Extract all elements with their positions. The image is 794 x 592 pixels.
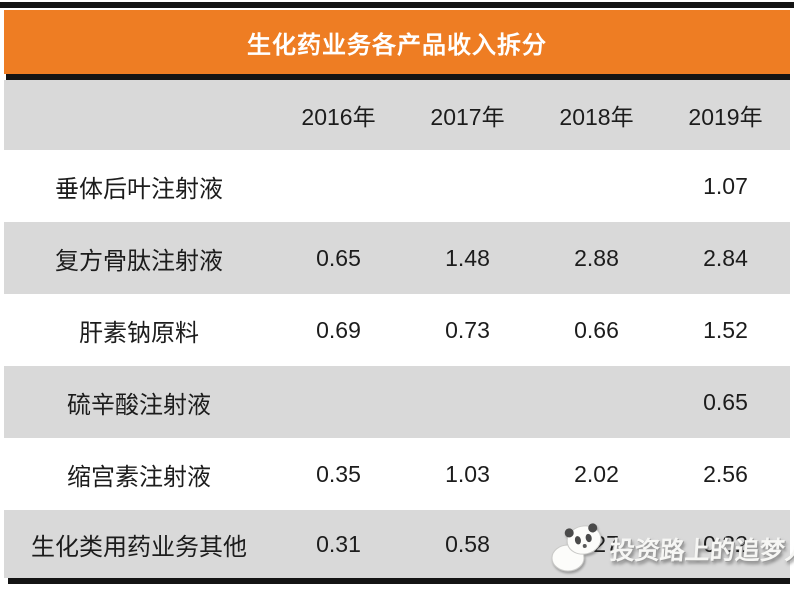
table-row: 硫辛酸注射液 0.65 — [4, 366, 790, 438]
column-header-2018: 2018年 — [559, 104, 634, 130]
value-cell — [532, 150, 661, 222]
row-label: 生化类用药业务其他 — [31, 533, 247, 561]
value-cell: 1.52 — [703, 316, 748, 343]
column-header-2016: 2016年 — [301, 104, 376, 130]
value-cell — [274, 150, 403, 222]
row-label: 缩宫素注射液 — [67, 463, 211, 491]
table-row: 垂体后叶注射液 1.07 — [4, 150, 790, 222]
value-cell — [403, 366, 532, 438]
row-label: 复方骨肽注射液 — [55, 247, 223, 275]
value-cell: 0.73 — [445, 316, 490, 343]
value-cell: 0.66 — [574, 316, 619, 343]
value-cell — [403, 150, 532, 222]
header-empty-cell — [4, 80, 274, 150]
value-cell — [274, 366, 403, 438]
value-cell: 0.65 — [316, 244, 361, 271]
table-row: 复方骨肽注射液 0.65 1.48 2.88 2.84 — [4, 222, 790, 294]
header-row: 2016年 2017年 2018年 2019年 — [4, 80, 790, 150]
title-banner: 生化药业务各产品收入拆分 — [4, 10, 790, 74]
value-cell: 1.03 — [445, 460, 490, 487]
value-cell: 0.31 — [316, 530, 361, 557]
table-title: 生化药业务各产品收入拆分 — [247, 31, 547, 59]
value-cell: 0.69 — [316, 316, 361, 343]
value-cell: 1.07 — [703, 172, 748, 199]
table-row: 缩宫素注射液 0.35 1.03 2.02 2.56 — [4, 438, 790, 510]
row-label: 肝素钠原料 — [79, 319, 199, 347]
value-cell: 0.58 — [445, 530, 490, 557]
table-row: 生化类用药业务其他 0.31 0.58 0.27 0.32 — [4, 510, 790, 578]
table-row: 肝素钠原料 0.69 0.73 0.66 1.52 — [4, 294, 790, 366]
value-cell: 0.27 — [574, 530, 619, 557]
row-label: 垂体后叶注射液 — [55, 175, 223, 203]
value-cell: 2.56 — [703, 460, 748, 487]
value-cell — [532, 366, 661, 438]
bottom-border-line — [8, 578, 790, 584]
value-cell: 0.32 — [703, 530, 748, 557]
top-border-line — [0, 2, 794, 8]
column-header-2019: 2019年 — [688, 104, 763, 130]
column-header-2017: 2017年 — [430, 104, 505, 130]
value-cell: 0.35 — [316, 460, 361, 487]
value-cell: 2.02 — [574, 460, 619, 487]
row-label: 硫辛酸注射液 — [67, 391, 211, 419]
value-cell: 2.88 — [574, 244, 619, 271]
value-cell: 2.84 — [703, 244, 748, 271]
value-cell: 1.48 — [445, 244, 490, 271]
value-cell: 0.65 — [703, 388, 748, 415]
revenue-table: 2016年 2017年 2018年 2019年 垂体后叶注射液 1.07 复方骨… — [4, 80, 790, 578]
banner-divider-line — [6, 74, 790, 80]
